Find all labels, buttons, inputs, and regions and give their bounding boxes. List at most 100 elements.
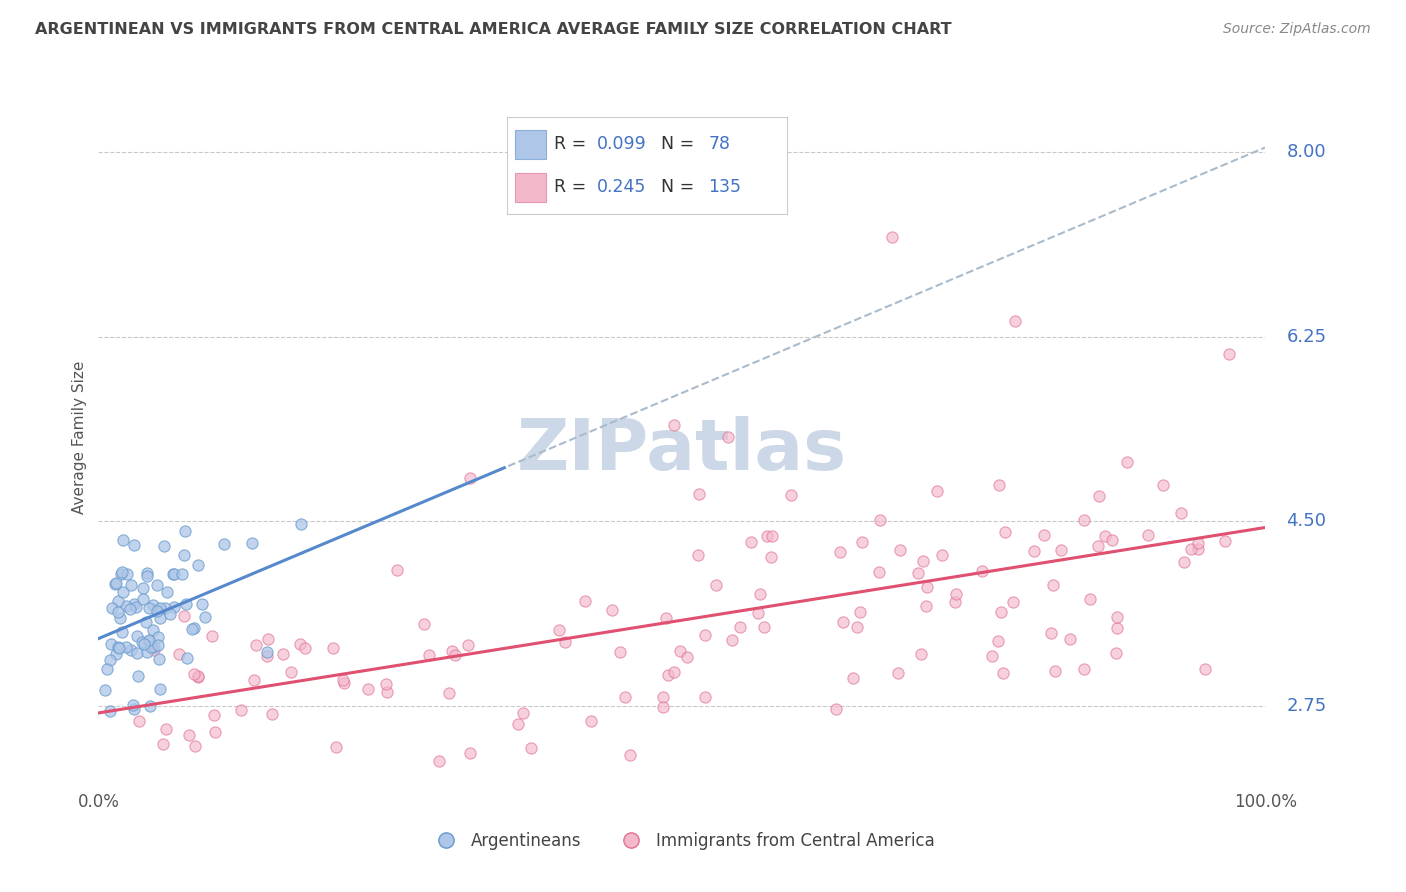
Point: [825, 702, 848, 716]
Point: [418, 648, 440, 663]
Point: [138, 633, 160, 648]
Point: [135, 615, 157, 629]
Point: [506, 717, 529, 731]
Point: [994, 524, 1017, 539]
Point: [1101, 533, 1123, 548]
Point: [1022, 543, 1045, 558]
Point: [554, 635, 576, 649]
Text: 8.00: 8.00: [1286, 144, 1326, 161]
Point: [115, 640, 138, 654]
Point: [125, 629, 148, 643]
Point: [181, 622, 204, 636]
Point: [107, 641, 129, 656]
Point: [243, 673, 266, 687]
Point: [728, 620, 751, 634]
Point: [374, 677, 396, 691]
Point: [138, 634, 160, 648]
Point: [98, 704, 121, 718]
Point: [849, 605, 872, 619]
Point: [427, 754, 450, 768]
Point: [945, 587, 967, 601]
Point: [271, 647, 294, 661]
Point: [651, 700, 673, 714]
Point: [846, 619, 869, 633]
Point: [288, 637, 311, 651]
Point: [322, 640, 344, 655]
Point: [127, 646, 149, 660]
Point: [332, 673, 354, 687]
Point: [1073, 662, 1095, 676]
Point: [1187, 541, 1209, 556]
Point: [1173, 555, 1195, 569]
Point: [240, 536, 263, 550]
Point: [887, 666, 910, 681]
Point: [167, 647, 190, 661]
Point: [156, 584, 179, 599]
Point: [925, 484, 948, 499]
Point: [105, 648, 128, 662]
Point: [152, 737, 174, 751]
Point: [142, 598, 165, 612]
Point: [704, 578, 727, 592]
Point: [613, 690, 636, 704]
Point: [910, 647, 932, 661]
Point: [118, 601, 141, 615]
Point: [943, 595, 966, 609]
Point: [153, 600, 176, 615]
Text: R =: R =: [554, 178, 592, 196]
Point: [619, 748, 641, 763]
Point: [981, 649, 1004, 664]
Point: [1078, 592, 1101, 607]
Point: [117, 567, 139, 582]
Point: [1033, 527, 1056, 541]
Point: [162, 567, 184, 582]
Point: [111, 584, 134, 599]
Point: [187, 669, 209, 683]
Point: [357, 682, 380, 697]
Point: [828, 544, 851, 558]
Point: [111, 625, 134, 640]
Point: [1039, 626, 1062, 640]
Point: [139, 640, 162, 654]
Point: [170, 566, 193, 581]
Point: [111, 566, 134, 580]
FancyBboxPatch shape: [515, 172, 546, 202]
Point: [1170, 506, 1192, 520]
Point: [127, 669, 149, 683]
Point: [676, 649, 699, 664]
Point: [1116, 455, 1139, 469]
Point: [155, 722, 177, 736]
Point: [1194, 662, 1216, 676]
Text: 135: 135: [709, 178, 741, 196]
Point: [439, 686, 461, 700]
Point: [458, 471, 481, 485]
Point: [749, 587, 772, 601]
Point: [754, 620, 776, 634]
Point: [173, 548, 195, 562]
Point: [105, 575, 128, 590]
Point: [135, 645, 157, 659]
Point: [256, 649, 278, 664]
Point: [131, 635, 153, 649]
Point: [146, 639, 169, 653]
FancyBboxPatch shape: [515, 129, 546, 159]
Point: [177, 728, 200, 742]
Point: [444, 648, 467, 663]
Point: [146, 578, 169, 592]
Point: [184, 739, 207, 753]
Point: [574, 593, 596, 607]
Point: [693, 628, 716, 642]
Point: [993, 666, 1015, 681]
Point: [1180, 541, 1202, 556]
Point: [1105, 646, 1128, 660]
Text: 4.50: 4.50: [1286, 512, 1326, 531]
Point: [125, 599, 148, 614]
Point: [139, 698, 162, 713]
Point: [138, 601, 160, 615]
Point: [1137, 528, 1160, 542]
Point: [721, 633, 744, 648]
Point: [114, 599, 136, 613]
Point: [520, 741, 543, 756]
Point: [664, 665, 686, 680]
Point: [609, 645, 631, 659]
